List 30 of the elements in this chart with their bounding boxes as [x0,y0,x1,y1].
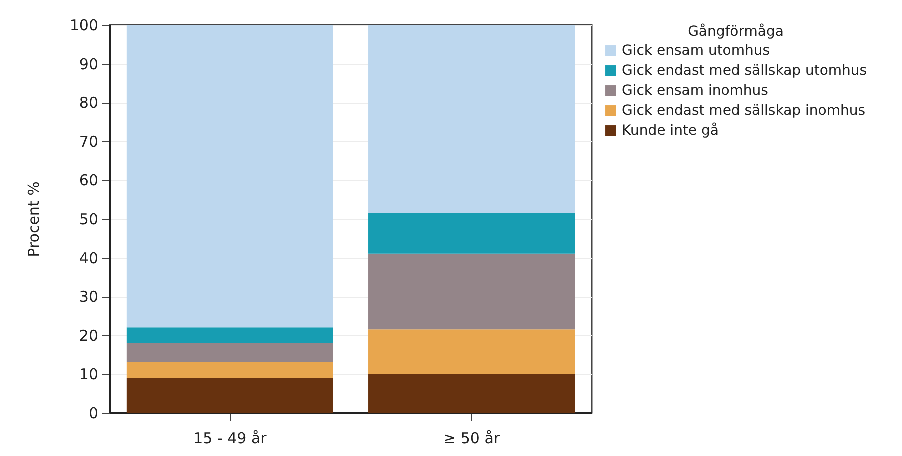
bar [368,330,576,374]
y-tick-label: 40 [79,249,98,268]
bar [368,213,576,254]
legend-label: Gick ensam inomhus [622,83,768,99]
legend-label: Gick ensam utomhus [622,43,770,59]
y-tick-label: 70 [79,132,98,151]
bar [126,362,334,378]
legend-label: Gick endast med sällskap inomhus [622,103,866,119]
y-tick-label: 100 [70,16,98,34]
bar [368,374,576,413]
bar [368,254,576,330]
x-tick-label: 15 - 49 år [194,430,268,448]
y-tick-label: 80 [79,94,98,112]
y-tick-label: 90 [79,55,98,74]
bar [126,378,334,413]
bar [126,328,334,344]
y-tick-label: 50 [79,210,98,228]
x-tick-label: ≥ 50 år [444,430,501,448]
y-axis-title: Procent % [24,182,43,258]
bar [368,25,576,214]
bar [126,343,334,363]
y-tick-label: 60 [79,172,98,190]
y-tick-label: 0 [88,404,98,422]
legend-label: Kunde inte gå [622,122,719,139]
y-tick-label: 20 [79,326,98,345]
y-tick-label: 10 [79,366,98,384]
legend-label: Gick endast med sällskap utomhus [622,63,868,79]
y-tick-label: 30 [79,288,98,306]
bar [126,25,334,328]
legend-title: Gångförmåga [688,23,784,40]
